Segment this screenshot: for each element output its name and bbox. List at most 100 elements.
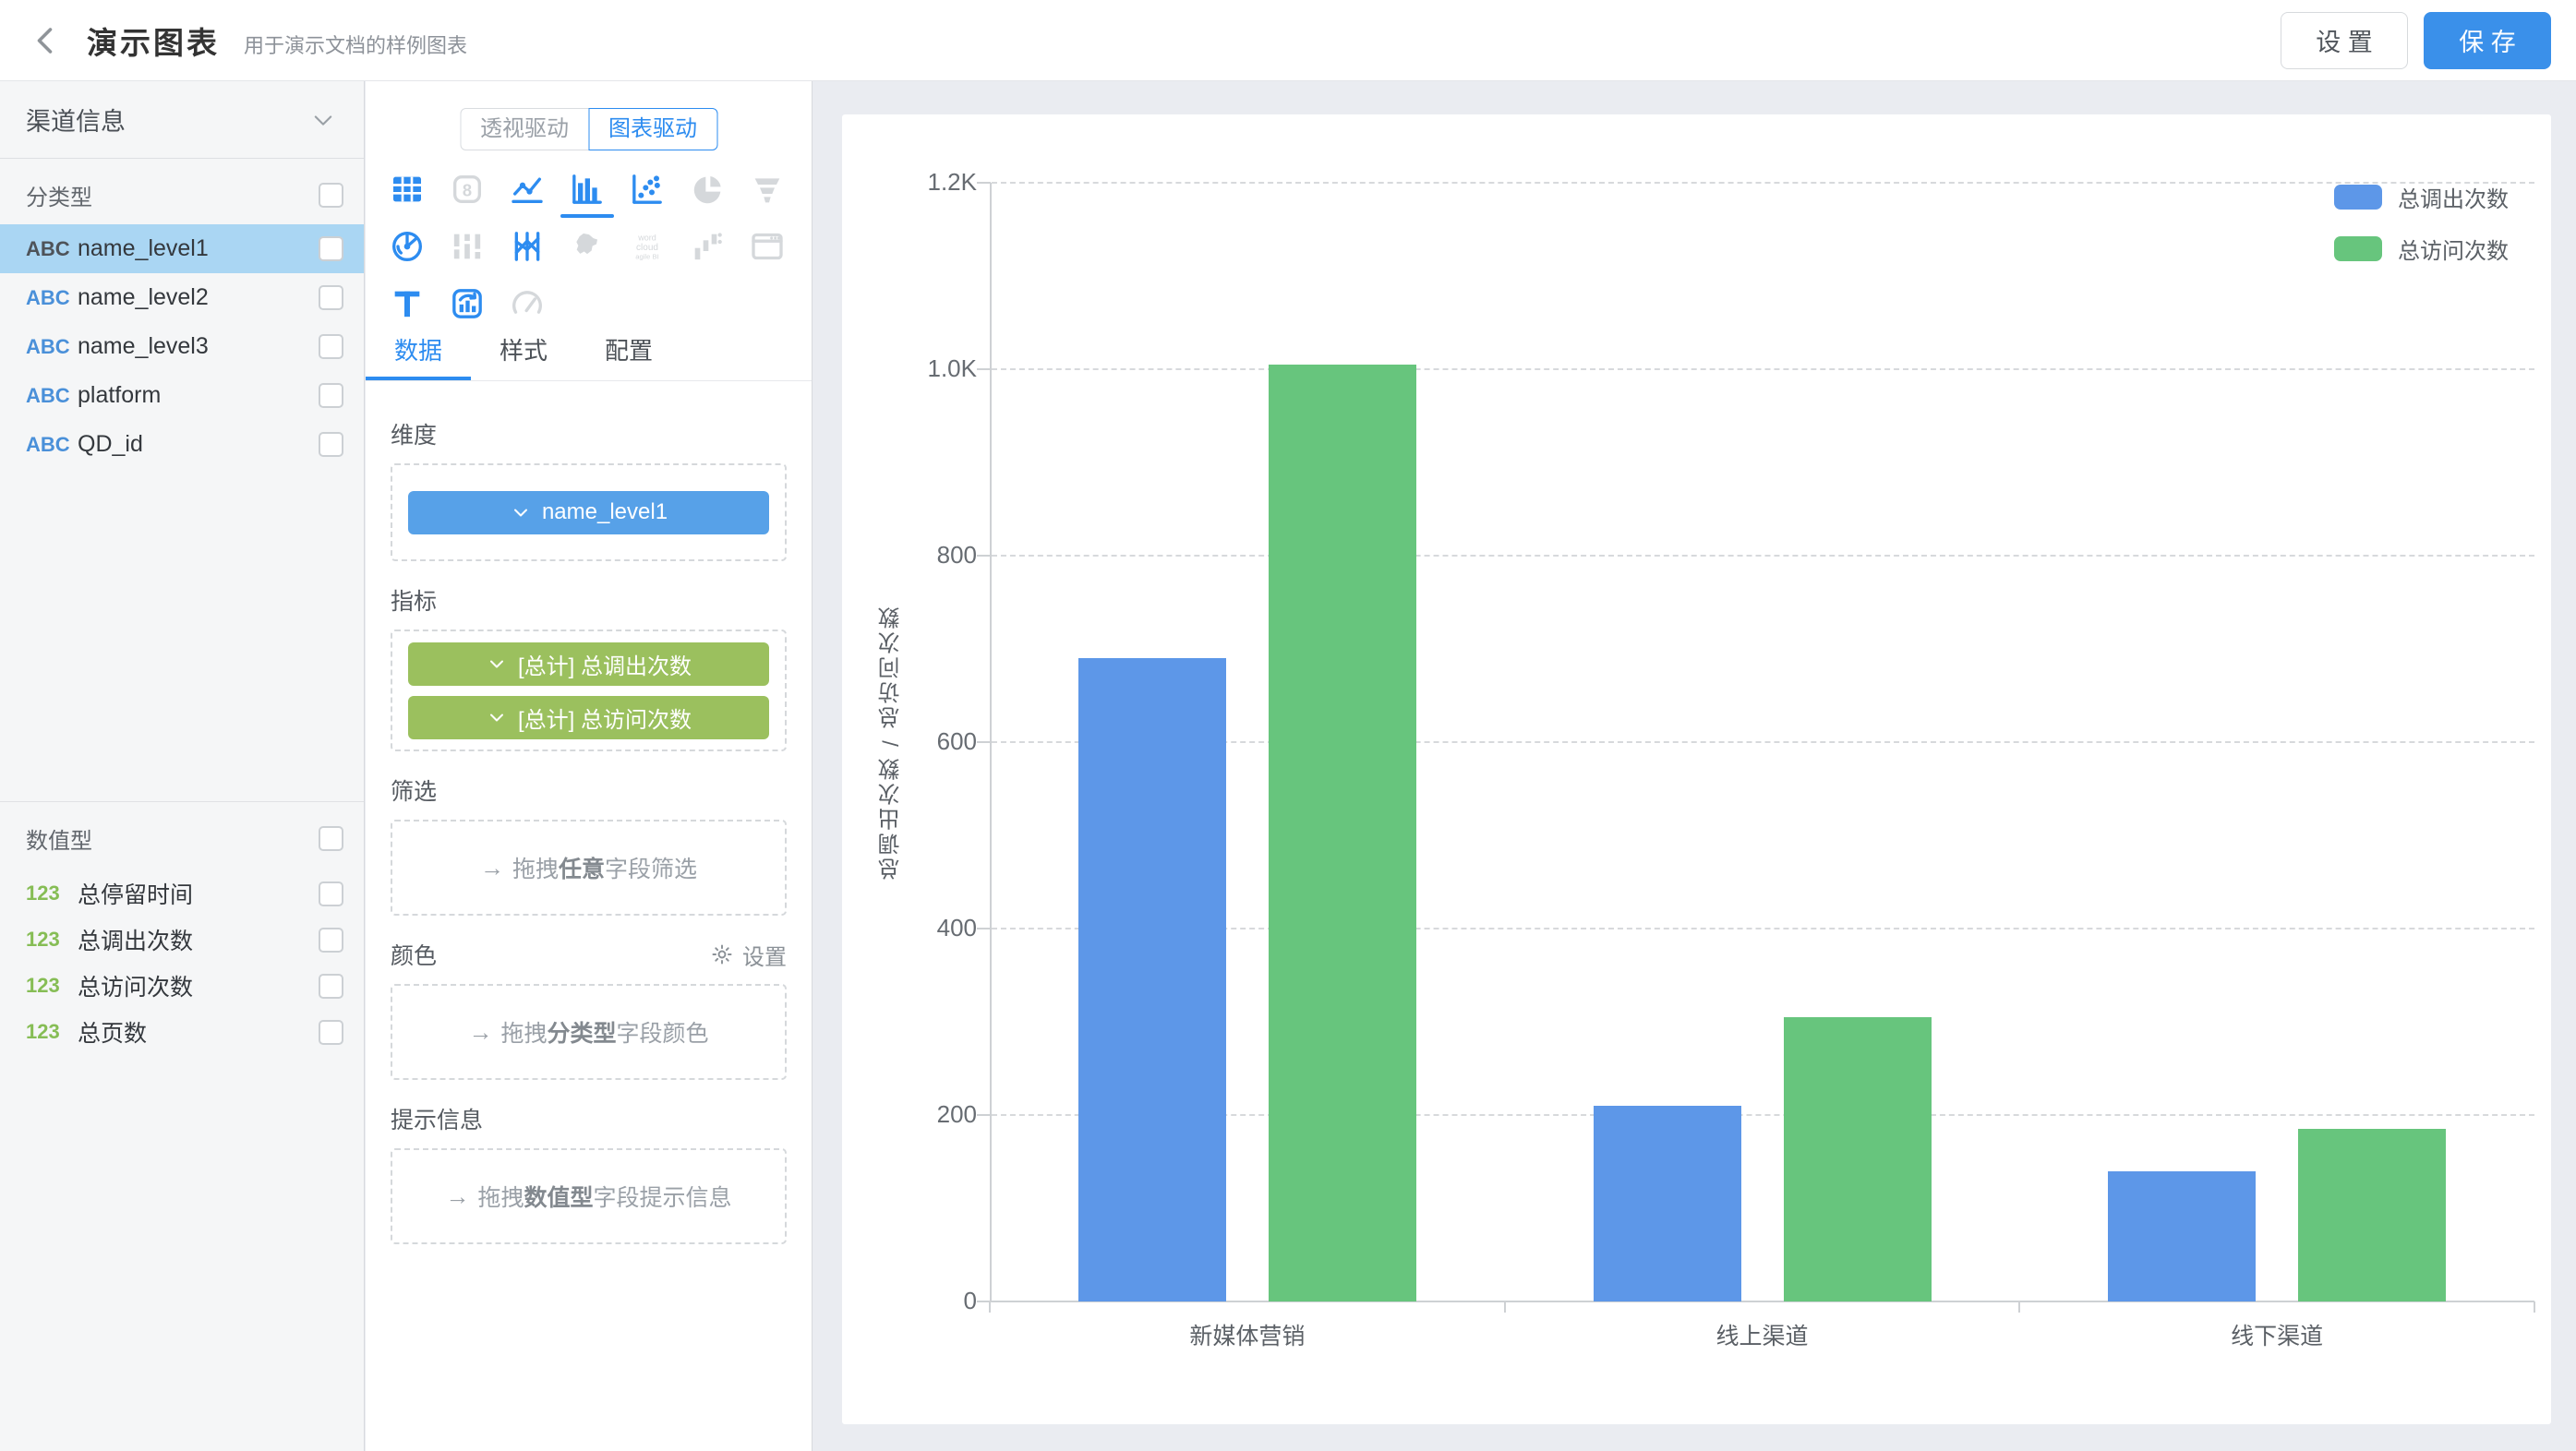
- dataset-selector[interactable]: 渠道信息: [0, 81, 364, 159]
- color-placeholder-suffix: 字段颜色: [616, 1021, 709, 1047]
- chart-type-bar-icon[interactable]: [557, 161, 617, 218]
- y-tick-label: 0: [963, 1287, 977, 1314]
- drag-arrow-icon: →: [468, 1017, 493, 1046]
- gridline: [992, 555, 2534, 557]
- legend-item[interactable]: 总调出次数: [2334, 181, 2509, 213]
- sidebar-field-row[interactable]: ABC name_level2: [0, 273, 364, 322]
- field-checkbox[interactable]: [319, 973, 343, 999]
- sidebar-field-row[interactable]: 123 总页数: [0, 1009, 364, 1055]
- y-tick-label: 200: [936, 1100, 977, 1128]
- chart-type-pie-icon[interactable]: [677, 161, 737, 218]
- sidebar-field-row[interactable]: ABC name_level1: [0, 224, 364, 273]
- field-type-badge: ABC: [26, 383, 70, 407]
- x-axis-tick: [2534, 1301, 2535, 1313]
- gridline: [992, 368, 2534, 370]
- field-checkbox[interactable]: [319, 927, 343, 953]
- field-type-badge: 123: [26, 881, 60, 905]
- mode-tab-chart[interactable]: 图表驱动: [588, 108, 717, 150]
- chart-type-sankey-icon[interactable]: [437, 218, 497, 275]
- field-checkbox[interactable]: [319, 432, 343, 457]
- x-axis-tick: [2018, 1301, 2021, 1313]
- tooltip-dropzone[interactable]: → 拖拽 数值型 字段提示信息: [391, 1148, 787, 1244]
- color-placeholder-bold: 分类型: [547, 1021, 617, 1047]
- field-checkbox[interactable]: [319, 236, 343, 261]
- chart-type-map-icon[interactable]: [557, 218, 617, 275]
- back-button[interactable]: [28, 22, 65, 59]
- tab-style[interactable]: 样式: [499, 337, 548, 365]
- chart-type-counter-icon[interactable]: 8: [437, 161, 497, 218]
- save-button[interactable]: 保 存: [2424, 11, 2551, 69]
- bar-总访问次数-新媒体营销: [1268, 364, 1416, 1301]
- chart-type-scatter-icon[interactable]: [617, 161, 677, 218]
- metrics-dropzone[interactable]: [总计] 总调出次数 [总计] 总访问次数: [391, 630, 787, 751]
- chart-legend: 总调出次数总访问次数: [2334, 181, 2509, 265]
- fields-sidebar: 渠道信息 分类型 ABC name_level1 ABC name_level2 ABC…: [0, 81, 365, 1451]
- y-tick-mark: [977, 928, 991, 929]
- filter-placeholder-bold: 任意: [558, 857, 605, 882]
- chart-type-richtext-icon[interactable]: [437, 275, 497, 332]
- field-checkbox[interactable]: [319, 383, 343, 408]
- chevron-down-icon: [489, 660, 503, 668]
- chart-type-iframe-icon[interactable]: [737, 218, 797, 275]
- filter-dropzone[interactable]: → 拖拽 任意 字段筛选: [391, 820, 787, 916]
- metric-pill[interactable]: [总计] 总访问次数: [408, 695, 769, 739]
- metrics-section-label: 指标: [391, 589, 438, 615]
- legend-item[interactable]: 总访问次数: [2334, 233, 2509, 265]
- dimension-dropzone[interactable]: name_level1: [391, 463, 787, 561]
- y-tick-label: 600: [936, 727, 977, 755]
- color-settings-button[interactable]: 设置: [710, 939, 787, 971]
- gridline: [992, 182, 2534, 184]
- mode-tab-pivot[interactable]: 透视驱动: [460, 108, 589, 150]
- bar-总调出次数-线上渠道: [1593, 1105, 1741, 1301]
- field-checkbox[interactable]: [319, 1019, 343, 1045]
- sidebar-field-row[interactable]: 123 总停留时间: [0, 870, 364, 917]
- chart-type-radar-icon[interactable]: [377, 218, 437, 275]
- chart-canvas-area: 总调出次数 总访问次数 总调出次数 / 总访问次数 0 200 400 600 800 1.…: [813, 81, 2576, 1451]
- chevron-left-icon: [37, 27, 53, 54]
- dimension-pill[interactable]: name_level1: [408, 490, 769, 534]
- field-name: name_level3: [78, 333, 209, 359]
- config-panel: 透视驱动 图表驱动 8 word cloud agile BI 数据 样式 配置 维度 na…: [366, 81, 813, 1451]
- settings-button[interactable]: 设 置: [2281, 11, 2408, 69]
- numeric-select-all-checkbox[interactable]: [319, 825, 343, 851]
- chart-type-line-icon[interactable]: [497, 161, 557, 218]
- y-tick-mark: [977, 368, 991, 370]
- chart-type-waterfall-icon[interactable]: [677, 218, 737, 275]
- chart-type-funnel-icon[interactable]: [737, 161, 797, 218]
- y-tick-mark: [977, 1114, 991, 1116]
- field-name: name_level1: [78, 235, 209, 261]
- legend-label: 总调出次数: [2398, 187, 2509, 212]
- chart-type-text-icon[interactable]: [377, 275, 437, 332]
- drag-arrow-icon: →: [479, 853, 504, 881]
- field-checkbox[interactable]: [319, 334, 343, 359]
- metric-pill[interactable]: [总计] 总调出次数: [408, 642, 769, 686]
- tab-config[interactable]: 配置: [604, 337, 653, 365]
- y-tick-label: 800: [936, 541, 977, 569]
- field-checkbox[interactable]: [319, 881, 343, 906]
- sidebar-field-row[interactable]: ABC platform: [0, 371, 364, 420]
- field-name: 总停留时间: [78, 882, 194, 908]
- tab-data[interactable]: 数据: [366, 323, 471, 380]
- categorical-select-all-checkbox[interactable]: [319, 182, 343, 208]
- sidebar-field-row[interactable]: 123 总访问次数: [0, 963, 364, 1009]
- chart-type-gauge-icon[interactable]: [497, 275, 557, 332]
- legend-swatch: [2334, 236, 2382, 261]
- chart-type-parallel-icon[interactable]: [497, 218, 557, 275]
- bar-总访问次数-线上渠道: [1783, 1016, 1932, 1301]
- chevron-down-icon: [489, 714, 503, 722]
- chart-type-table-icon[interactable]: [377, 161, 437, 218]
- bar-总调出次数-线下渠道: [2108, 1170, 2257, 1301]
- filter-section-label: 筛选: [391, 779, 438, 805]
- field-checkbox[interactable]: [319, 285, 343, 310]
- chevron-down-icon: [314, 114, 332, 126]
- chart-type-wordcloud-icon[interactable]: word cloud agile BI: [617, 218, 677, 275]
- field-type-badge: 123: [26, 928, 60, 951]
- drive-mode-toggle: 透视驱动 图表驱动: [460, 108, 717, 150]
- chart-type-grid: 8 word cloud agile BI: [377, 161, 797, 332]
- sidebar-field-row[interactable]: 123 总调出次数: [0, 917, 364, 963]
- color-dropzone[interactable]: → 拖拽 分类型 字段颜色: [391, 984, 787, 1080]
- sidebar-field-row[interactable]: ABC name_level3: [0, 322, 364, 371]
- sidebar-field-row[interactable]: ABC QD_id: [0, 420, 364, 469]
- drag-arrow-icon: →: [445, 1181, 470, 1210]
- gridline: [992, 1114, 2534, 1116]
